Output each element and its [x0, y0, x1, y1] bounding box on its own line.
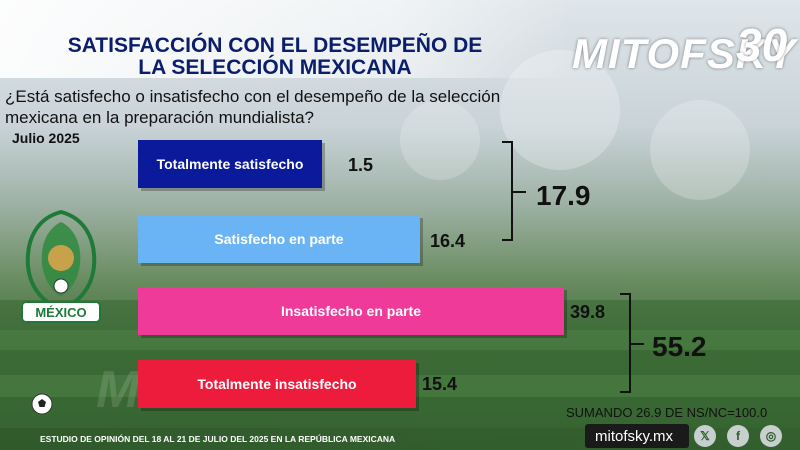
brand-logo: MITOFSKY	[572, 30, 797, 77]
bar-label-totalmente-insatisfecho: Totalmente insatisfecho	[197, 376, 357, 392]
value-label-totalmente-satisfecho: 1.5	[348, 155, 374, 175]
dissatisfied-group-total: 55.2	[652, 331, 707, 362]
x-icon[interactable]: 𝕏	[694, 425, 716, 447]
mexico-team-emblem: MÉXICO	[21, 209, 101, 323]
soccer-ball-icon	[31, 393, 53, 415]
emblem-text: MÉXICO	[35, 305, 86, 320]
value-label-insatisfecho-en-parte: 39.8	[570, 302, 606, 322]
bar-totalmente-satisfecho: Totalmente satisfecho	[138, 140, 322, 188]
chart-title-line-1: SATISFACCIÓN CON EL DESEMPEÑO DE	[67, 34, 483, 57]
study-dates-text: ESTUDIO DE OPINIÓN DEL 18 AL 21 DE JULIO…	[40, 434, 396, 444]
chart-title-line-2: LA SELECCIÓN MEXICANA	[138, 56, 412, 79]
bar-label-satisfecho-en-parte: Satisfecho en parte	[214, 231, 344, 247]
title-band	[0, 0, 570, 78]
facebook-icon[interactable]: f	[727, 425, 749, 447]
website-link-text: mitofsky.mx	[595, 427, 674, 445]
value-label-totalmente-insatisfecho: 15.4	[422, 374, 458, 394]
bar-totalmente-insatisfecho: Totalmente insatisfecho	[138, 360, 416, 408]
dissatisfied-group-bracket	[620, 293, 644, 393]
instagram-icon[interactable]: ◎	[760, 425, 782, 447]
survey-question: ¿Está satisfecho o insatisfecho con el d…	[5, 87, 501, 127]
value-label-satisfecho-en-parte: 16.4	[430, 231, 466, 251]
bar-satisfecho-en-parte: Satisfecho en parte	[138, 215, 420, 263]
nsnc-note: SUMANDO 26.9 DE NS/NC=100.0	[566, 405, 768, 420]
website-link[interactable]: mitofsky.mx	[585, 424, 689, 448]
bar-insatisfecho-en-parte: Insatisfecho en parte	[138, 287, 564, 335]
satisfied-group-total: 17.9	[536, 180, 591, 211]
satisfied-group-bracket	[502, 141, 526, 241]
date-label: Julio 2025	[12, 130, 80, 146]
brand-anniversary-number: 30	[736, 19, 788, 71]
bar-label-insatisfecho-en-parte: Insatisfecho en parte	[280, 303, 422, 319]
bar-label-totalmente-satisfecho: Totalmente satisfecho	[156, 156, 304, 172]
